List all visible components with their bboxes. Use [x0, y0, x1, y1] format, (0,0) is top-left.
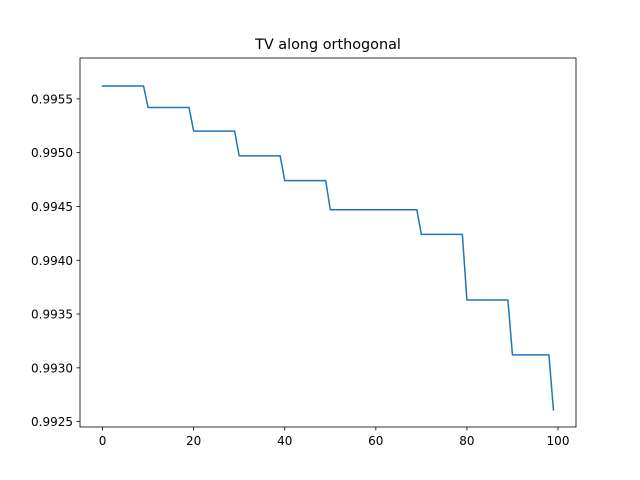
axes-frame [79, 57, 577, 428]
y-tick-label: 0.9940 [31, 254, 73, 268]
y-tick-label: 0.9950 [31, 146, 73, 160]
x-tick-label: 100 [547, 434, 570, 448]
x-axis: 0 20 40 60 80 100 [99, 427, 570, 448]
x-tick-label: 20 [186, 434, 201, 448]
x-tick-label: 0 [99, 434, 107, 448]
x-tick-label: 80 [459, 434, 474, 448]
x-tick-label: 40 [277, 434, 292, 448]
x-tick-label: 60 [368, 434, 383, 448]
series-layer [101, 85, 555, 411]
y-tick-label: 0.9955 [31, 92, 73, 106]
y-tick-label: 0.9935 [31, 308, 73, 322]
y-tick-label: 0.9945 [31, 200, 73, 214]
series-line [101, 85, 555, 411]
y-axis: 0.9925 0.9930 0.9935 0.9940 0.9945 0.9950 0.99… [31, 92, 80, 429]
y-tick-label: 0.9925 [31, 415, 73, 429]
chart-title: TV along orthogonal [254, 37, 401, 53]
plot-area: 0 20 40 60 80 100 0.99250.99300.99350.99400.9… [31, 57, 577, 448]
y-tick-label: 0.9930 [31, 361, 73, 375]
